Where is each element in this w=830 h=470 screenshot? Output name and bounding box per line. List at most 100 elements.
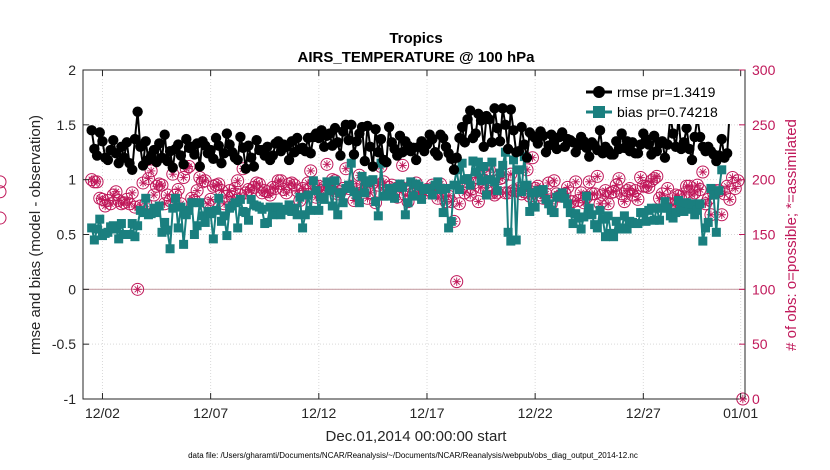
bias-point [89, 235, 99, 245]
rmse-point [121, 137, 133, 148]
bias-point [292, 210, 302, 220]
bias-point [130, 232, 140, 242]
bias-point [709, 190, 719, 200]
obs-assimilated-point [590, 189, 599, 199]
obs-assimilated-point [725, 195, 735, 204]
bias-point [127, 219, 137, 229]
rmse-point [208, 153, 219, 165]
bias-point [414, 181, 424, 191]
obs-assimilated-point [198, 177, 207, 187]
obs-assimilated-point [484, 165, 494, 174]
obs-assimilated-point [528, 153, 537, 162]
bias-point [687, 199, 697, 209]
y-right-tick-label: 50 [752, 336, 768, 352]
bias-point [346, 158, 356, 168]
bias-point [587, 210, 597, 220]
obs-assimilated-point [349, 196, 359, 205]
rmse-point [627, 137, 638, 148]
bias-point [170, 193, 180, 203]
bias-point [511, 235, 521, 245]
bias-point [484, 175, 494, 185]
obs-assimilated-point [679, 189, 689, 199]
bias-point [427, 190, 437, 200]
bias-point [668, 213, 678, 223]
obs-assimilated-point [433, 194, 442, 203]
rmse-point [218, 148, 230, 159]
rmse-point [427, 133, 438, 145]
obs-assimilated-point [282, 188, 291, 198]
rmse-point [497, 103, 508, 114]
bias-point [298, 223, 308, 233]
obs-assimilated-point [100, 201, 110, 211]
bias-point [476, 176, 486, 186]
y-right-tick-label: 150 [752, 227, 776, 243]
bias-point [160, 217, 170, 227]
rmse-point [246, 152, 257, 163]
bias-point [154, 201, 164, 211]
bias-point [522, 180, 532, 190]
bias-point [284, 200, 294, 210]
obs-possible-point [396, 158, 410, 172]
bias-point [192, 221, 202, 231]
x-tick-label: 12/27 [626, 405, 661, 421]
bias-point [417, 194, 427, 204]
bias-point [660, 197, 670, 207]
bias-point [168, 203, 178, 213]
bias-point [701, 223, 711, 233]
rmse-point [140, 136, 151, 147]
bias-point [200, 217, 210, 227]
obs-assimilated-point [593, 172, 602, 181]
bias-point [233, 223, 243, 233]
bias-point [479, 162, 489, 172]
rmse-point [194, 161, 206, 172]
y-tick-label: 0 [68, 281, 76, 297]
rmse-point [508, 125, 519, 136]
bias-point [408, 191, 418, 201]
obs-possible-point [542, 176, 556, 190]
legend-bias-label: bias pr=0.74218 [617, 104, 718, 120]
rmse-point [584, 151, 595, 162]
rmse-point [681, 122, 692, 134]
obs-assimilated-point [466, 190, 475, 200]
bias-point [638, 208, 648, 218]
legend-box [584, 78, 742, 124]
bias-point [703, 217, 713, 227]
obs-assimilated-point [157, 180, 167, 190]
rmse-point [643, 139, 654, 150]
x-tick-label: 12/02 [85, 405, 120, 421]
obs-assimilated-point [460, 188, 470, 198]
obs-assimilated-point [447, 197, 456, 206]
rmse-point [97, 136, 108, 147]
rmse-point [551, 143, 562, 155]
rmse-point [359, 155, 370, 167]
y-right-tick-label: 0 [752, 391, 760, 407]
bias-point [695, 199, 705, 209]
bias-point [560, 193, 570, 203]
bias-point [157, 227, 167, 237]
rmse-point [248, 161, 260, 172]
bias-point [671, 208, 681, 218]
rmse-point [346, 119, 357, 131]
obs-assimilated-point [693, 180, 702, 190]
bias-point [673, 196, 683, 206]
rmse-point [721, 148, 733, 159]
bias-point [138, 208, 148, 218]
chart-subtitle: AIRS_TEMPERATURE @ 100 hPa [298, 49, 536, 66]
y-right-tick-label: 250 [752, 117, 776, 133]
rmse-point [516, 121, 527, 133]
bias-point [492, 186, 502, 196]
rmse-point [329, 122, 341, 134]
rmse-point [684, 143, 695, 155]
bias-point [246, 194, 256, 204]
obs-assimilated-point [720, 189, 729, 199]
rmse-point [381, 156, 392, 168]
bias-point [619, 211, 629, 221]
bias-point [187, 198, 197, 208]
x-tick-label: 12/22 [518, 405, 553, 421]
bias-point [103, 227, 113, 237]
obs-assimilated-point [98, 195, 107, 204]
y-tick-label: -1 [64, 391, 77, 407]
bias-point [352, 190, 362, 200]
obs-assimilated-point [398, 161, 407, 170]
bias-point [454, 185, 464, 195]
